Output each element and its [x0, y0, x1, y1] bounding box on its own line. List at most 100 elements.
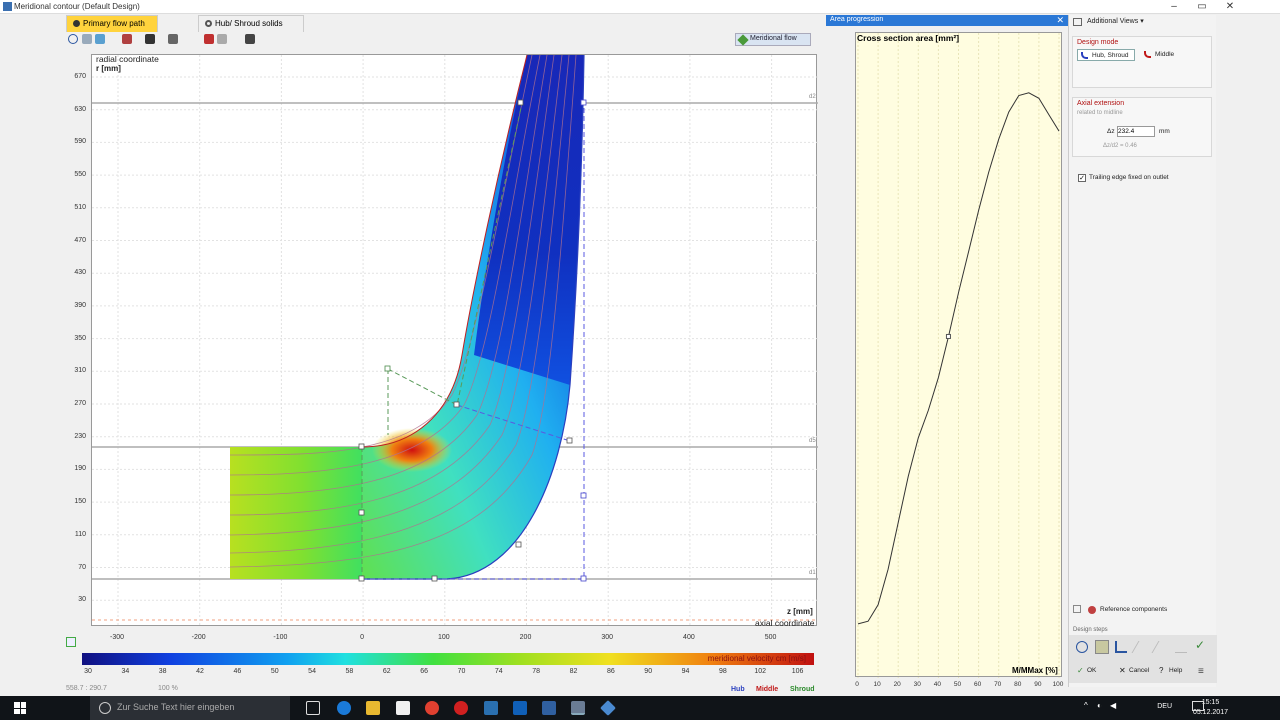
- app-dx-icon[interactable]: [454, 701, 468, 715]
- chrome-icon[interactable]: [425, 701, 439, 715]
- step-edge-icon[interactable]: [1175, 641, 1187, 653]
- step-axes-icon[interactable]: [1115, 641, 1127, 653]
- cancel-button[interactable]: ✕ Cancel: [1119, 666, 1149, 675]
- step-layers-icon[interactable]: [1095, 640, 1109, 654]
- clock-time: 15:15: [1201, 699, 1220, 706]
- clock[interactable]: 15:15 05.12.2017: [1193, 698, 1228, 718]
- colorbar-tick-label: 78: [532, 668, 541, 675]
- step-check-icon[interactable]: ✓: [1195, 638, 1206, 652]
- help-label: Help: [1169, 667, 1183, 674]
- tray-chevron-icon[interactable]: ^: [1084, 701, 1088, 710]
- colorbar-tick-label: 30: [84, 668, 92, 675]
- network-icon[interactable]: ◐: [1097, 701, 1102, 710]
- edit-curve-icon[interactable]: [204, 34, 214, 44]
- velocity-colorbar: meridional velocity cm [m/s]: [82, 653, 814, 665]
- export-icon[interactable]: [122, 34, 132, 44]
- app-design-icon[interactable]: [484, 701, 498, 715]
- middle-mode-button[interactable]: Middle: [1141, 49, 1183, 61]
- reference-components-checkbox[interactable]: [1073, 605, 1081, 613]
- colorbar-tick-label: 58: [345, 668, 354, 675]
- edge-browser-icon[interactable]: [337, 701, 351, 715]
- print-icon[interactable]: [168, 34, 178, 44]
- midline-icon: [1144, 51, 1151, 58]
- trailing-edge-label: Trailing edge fixed on outlet: [1089, 174, 1169, 181]
- reference-components-icon: [1088, 606, 1096, 614]
- area-progression-line: [857, 92, 1060, 625]
- move-points-icon[interactable]: [217, 34, 227, 44]
- step-circle-icon[interactable]: [1076, 641, 1088, 653]
- y-tick-label: 590: [74, 138, 86, 146]
- contour-icon: [1081, 52, 1088, 59]
- app-cube-icon[interactable]: [600, 700, 616, 716]
- hub-shroud-mode-button[interactable]: Hub, Shroud: [1077, 49, 1135, 61]
- tab-primary-flow-path[interactable]: Primary flow path: [66, 15, 158, 32]
- minimize-button[interactable]: –: [1171, 1, 1177, 12]
- settings-icon[interactable]: [245, 34, 255, 44]
- colorbar-tick-label: 82: [569, 668, 578, 675]
- area-y-label: Cross section area [mm²]: [857, 33, 960, 43]
- tab-hub-shroud-solids[interactable]: Hub/ Shroud solids: [198, 15, 304, 32]
- fit-view-icon[interactable]: [95, 34, 105, 44]
- d5-label: d5: [809, 438, 816, 444]
- question-icon: ?: [1159, 666, 1164, 675]
- colorbar-tick-label: 34: [121, 668, 130, 675]
- reference-components-label[interactable]: Reference components: [1100, 606, 1168, 613]
- save-icon[interactable]: [145, 34, 155, 44]
- additional-views-label: Additional Views: [1087, 18, 1139, 25]
- y-tick-label: 430: [74, 269, 86, 277]
- file-explorer-icon[interactable]: [366, 701, 380, 715]
- language-indicator[interactable]: DEU: [1157, 703, 1172, 710]
- cfturbo-icon[interactable]: [571, 701, 585, 715]
- step-blade2-icon[interactable]: [1151, 641, 1171, 653]
- windows-start-icon[interactable]: [14, 702, 26, 714]
- colorbar-tick-label: 66: [420, 668, 428, 675]
- step-blade-icon[interactable]: [1131, 641, 1151, 653]
- meridional-flow-dropdown[interactable]: Meridional flow: [735, 33, 811, 46]
- views-icon: [1073, 18, 1082, 26]
- close-button[interactable]: ✕: [1225, 1, 1235, 12]
- task-view-icon[interactable]: [306, 701, 320, 715]
- tab-label: Primary flow path: [83, 19, 145, 28]
- dz-input[interactable]: [1117, 126, 1155, 137]
- x-tick-label: -300: [109, 634, 124, 641]
- dz-ratio: Δz/d2 = 0.46: [1103, 143, 1137, 149]
- close-icon[interactable]: ✕: [1056, 15, 1064, 25]
- save-app-icon[interactable]: [542, 701, 556, 715]
- x-tick-label: -100: [273, 634, 288, 641]
- meridional-plot[interactable]: [91, 54, 818, 627]
- close-x-icon: ✕: [1119, 666, 1126, 675]
- design-mode-group: Design mode Hub, Shroud Middle: [1072, 36, 1212, 88]
- d1-label: d1: [809, 570, 816, 576]
- menu-icon[interactable]: ≡: [1198, 666, 1204, 677]
- inlet-region: [230, 447, 362, 579]
- info-icon: [73, 20, 80, 27]
- ok-button[interactable]: ✓ OK: [1077, 666, 1096, 675]
- area-x-tick-label: 60: [973, 681, 982, 688]
- outlook-icon[interactable]: [513, 701, 527, 715]
- volume-icon[interactable]: ◀: [1110, 701, 1117, 710]
- trailing-edge-checkbox[interactable]: ✓: [1078, 174, 1086, 182]
- area-grid: [857, 33, 1060, 678]
- zoom-in-icon[interactable]: [68, 34, 78, 44]
- checkbox-icon[interactable]: [66, 637, 76, 647]
- x-tick-label: 200: [519, 634, 532, 641]
- x-tick-label: 0: [360, 634, 365, 641]
- search-box[interactable]: Zur Suche Text hier eingeben: [90, 696, 290, 720]
- legend-middle: Middle: [756, 686, 779, 693]
- additional-views-dropdown[interactable]: Additional Views ▾: [1069, 15, 1217, 29]
- y-tick-label: 350: [74, 334, 86, 342]
- hub-shroud-label: Hub, Shroud: [1092, 52, 1129, 59]
- help-button[interactable]: ? Help: [1159, 666, 1183, 675]
- maximize-button[interactable]: ▭: [1197, 1, 1207, 12]
- y-tick-label: 670: [74, 73, 86, 80]
- control-points[interactable]: [358, 99, 587, 582]
- pan-icon[interactable]: [82, 34, 92, 44]
- tab-bar: Primary flow path Hub/ Shroud solids: [64, 15, 824, 32]
- store-icon[interactable]: [396, 701, 410, 715]
- colorbar-tick-label: 46: [233, 668, 242, 675]
- dz-unit: mm: [1159, 128, 1170, 135]
- notification-icon[interactable]: [1192, 701, 1204, 711]
- area-marker: [945, 333, 951, 339]
- colorbar-tick-label: 42: [196, 668, 204, 675]
- x-axis-unit: z [mm]: [787, 607, 813, 616]
